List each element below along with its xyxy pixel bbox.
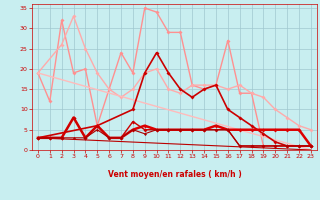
- X-axis label: Vent moyen/en rafales ( km/h ): Vent moyen/en rafales ( km/h ): [108, 170, 241, 179]
